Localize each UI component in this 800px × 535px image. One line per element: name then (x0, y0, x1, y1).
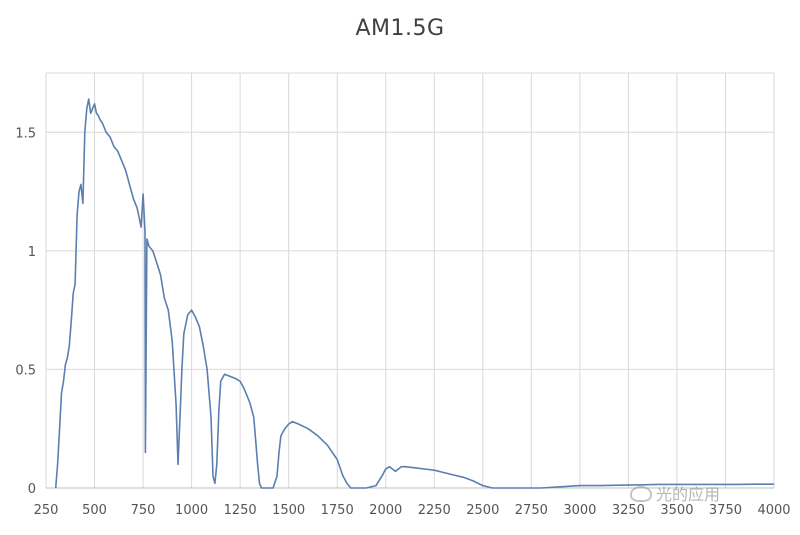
y-tick-label: 1.5 (15, 126, 36, 141)
x-tick-label: 500 (82, 503, 107, 518)
gridlines (45, 73, 775, 489)
x-tick-label: 3250 (612, 503, 645, 518)
watermark-text: 光的应用 (656, 485, 721, 504)
y-tick-label: 0.5 (15, 363, 36, 378)
spectrum-line (54, 98, 774, 489)
axes (46, 72, 774, 489)
x-tick-label: 2000 (369, 503, 402, 518)
x-tick-label: 2750 (515, 503, 548, 518)
y-tick-label: 0 (28, 482, 36, 497)
x-tick-label: 3000 (563, 503, 596, 518)
x-tick-label: 4000 (757, 503, 790, 518)
y-tick-label: 1 (28, 245, 36, 260)
x-tick-label: 750 (131, 503, 156, 518)
x-tick-label: 2500 (466, 503, 499, 518)
x-tick-label: 1000 (175, 503, 208, 518)
x-tick-label: 1500 (272, 503, 305, 518)
x-tick-label: 3750 (709, 503, 742, 518)
x-tick-label: 3500 (660, 503, 693, 518)
watermark: 光的应用 (630, 481, 720, 505)
x-tick-label: 1250 (224, 503, 257, 518)
x-tick-label: 1750 (321, 503, 354, 518)
series-layer (54, 98, 774, 489)
x-tick-label: 250 (34, 503, 59, 518)
tick-labels: 250 500 750 1000 1250 1500 1750 2000 2250 2500 275… (15, 126, 790, 518)
chart-title: AM1.5G (355, 16, 445, 41)
wechat-logo-icon (630, 486, 652, 502)
x-tick-label: 2250 (418, 503, 451, 518)
